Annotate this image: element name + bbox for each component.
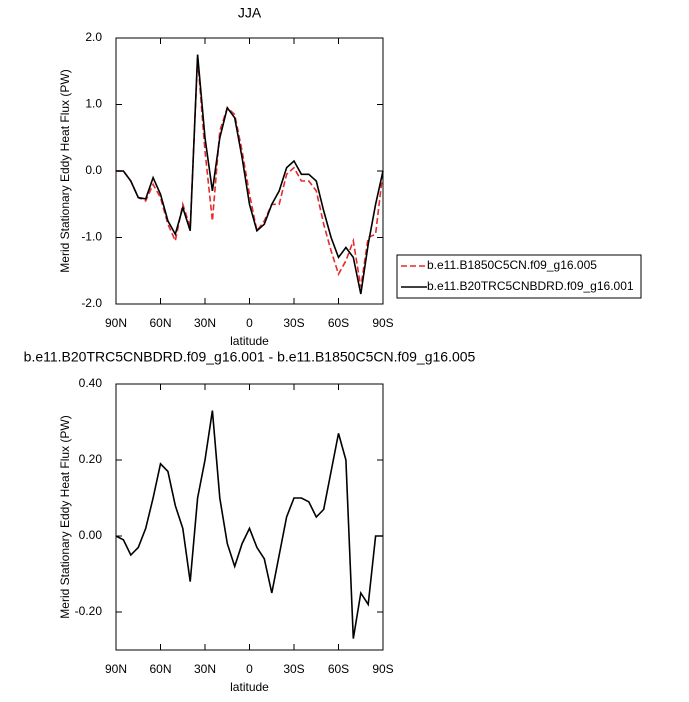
series-line <box>116 57 384 288</box>
x-axis-label: latitude <box>230 680 269 694</box>
legend-box <box>396 254 642 299</box>
x-tick-label: 30S <box>283 316 304 330</box>
y-tick-label: 0.40 <box>79 376 103 390</box>
y-tick-label: -2.0 <box>81 296 102 310</box>
y-tick-label: 0.00 <box>79 528 103 542</box>
y-tick-label: 2.0 <box>85 30 102 44</box>
x-tick-label: 60S <box>328 316 349 330</box>
y-tick-label: -0.20 <box>75 604 103 618</box>
x-tick-label: 60N <box>149 662 171 676</box>
x-tick-label: 90S <box>372 662 393 676</box>
chart-title: JJA <box>238 5 262 21</box>
chart-title: b.e11.B20TRC5CNBDRD.f09_g16.001 - b.e11.… <box>24 349 476 365</box>
x-tick-label: 90N <box>105 662 127 676</box>
x-tick-label: 90S <box>372 316 393 330</box>
x-tick-label: 0 <box>246 662 253 676</box>
y-tick-label: 0.0 <box>85 163 102 177</box>
plot-frame <box>115 37 384 305</box>
x-tick-label: 30N <box>194 662 216 676</box>
legend-label: b.e11.B20TRC5CNBDRD.f09_g16.001 <box>427 279 634 293</box>
series-line <box>116 54 384 295</box>
x-tick-label: 30N <box>194 316 216 330</box>
y-tick-label: 1.0 <box>85 97 102 111</box>
y-axis-label: Merid Stationary Eddy Heat Flux (PW) <box>58 415 72 618</box>
x-tick-label: 30S <box>283 662 304 676</box>
x-tick-label: 0 <box>246 316 253 330</box>
legend-label: b.e11.B1850C5CN.f09_g16.005 <box>427 258 597 272</box>
plot-lines <box>116 54 384 295</box>
x-tick-label: 60S <box>328 662 349 676</box>
plot-frame <box>115 383 384 651</box>
y-axis-label: Merid Stationary Eddy Heat Flux (PW) <box>58 69 72 272</box>
y-tick-label: 0.20 <box>79 452 103 466</box>
x-tick-label: 60N <box>149 316 171 330</box>
plot-lines <box>115 410 383 639</box>
x-axis-label: latitude <box>230 334 269 348</box>
x-tick-label: 90N <box>105 316 127 330</box>
y-tick-label: -1.0 <box>81 230 102 244</box>
series-line <box>115 410 383 639</box>
